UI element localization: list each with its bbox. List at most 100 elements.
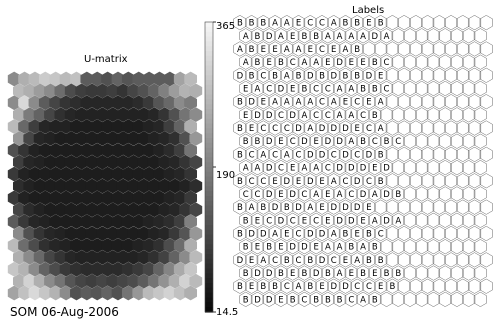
colorbar-segment — [205, 84, 213, 91]
labels-cell — [245, 41, 259, 57]
umatrix-cell — [111, 261, 125, 277]
cell-label: A — [301, 111, 307, 121]
labels-cell — [444, 252, 458, 268]
umatrix-cell — [173, 166, 187, 182]
cell-label: B — [384, 137, 390, 147]
cell-label: C — [366, 177, 372, 187]
cell-label: D — [366, 150, 373, 160]
umatrix-cell — [80, 214, 94, 230]
labels-cell — [462, 80, 476, 97]
labels-cell — [432, 120, 446, 136]
labels-cell — [432, 15, 446, 31]
labels-cell — [467, 120, 482, 136]
labels-cell — [379, 133, 394, 149]
labels-cell — [421, 146, 435, 162]
umatrix-cell — [96, 178, 109, 194]
labels-cell — [280, 225, 294, 242]
labels-cell — [456, 94, 470, 110]
cell-label: C — [290, 58, 296, 68]
labels-cell — [462, 212, 476, 228]
umatrix-cell — [132, 261, 146, 277]
umatrix-cell — [23, 131, 37, 146]
cell-label: A — [378, 98, 384, 108]
cell-label: D — [301, 137, 308, 147]
cell-label: C — [249, 177, 255, 187]
labels-cell — [473, 107, 487, 123]
labels-cell — [250, 133, 265, 149]
colorbar-segment — [205, 60, 213, 67]
cell-label: E — [343, 256, 348, 266]
cell-label: C — [354, 282, 360, 292]
cell-label: E — [278, 190, 283, 200]
umatrix-cell — [96, 249, 109, 265]
umatrix-cell — [163, 166, 177, 182]
cell-label: A — [284, 150, 290, 160]
labels-cell — [239, 291, 253, 307]
umatrix-cell — [28, 238, 42, 253]
umatrix-cell — [54, 226, 68, 241]
labels-cell — [438, 160, 452, 176]
labels-cell — [256, 67, 270, 83]
labels-cell — [362, 94, 376, 110]
umatrix-cell — [173, 285, 187, 301]
umatrix-cell — [59, 119, 73, 134]
umatrix-cell — [80, 285, 94, 301]
labels-cell — [274, 212, 288, 228]
cell-label: D — [237, 71, 244, 81]
umatrix-cell — [127, 226, 140, 241]
labels-cell — [262, 212, 276, 228]
cell-label: A — [284, 19, 290, 29]
labels-cell — [262, 28, 276, 44]
labels-cell — [262, 133, 276, 149]
cell-label: E — [290, 269, 295, 279]
labels-cell — [356, 80, 370, 97]
labels-cell — [374, 15, 388, 31]
labels-cell — [350, 225, 364, 242]
umatrix-cell — [44, 178, 57, 194]
cell-label: A — [296, 98, 302, 108]
cell-label: A — [384, 32, 390, 42]
labels-cell — [274, 80, 288, 97]
cell-label: D — [254, 295, 261, 305]
umatrix-cell — [163, 285, 177, 301]
umatrix-cell — [184, 95, 198, 111]
colorbar-segment — [205, 191, 213, 197]
umatrix-cell — [33, 202, 47, 218]
labels-cell — [362, 67, 376, 83]
cell-label: B — [255, 58, 261, 68]
cell-label: D — [295, 124, 302, 134]
umatrix-cell — [85, 202, 99, 218]
cell-label: D — [342, 150, 349, 160]
labels-cell — [333, 80, 347, 97]
umatrix-cell — [184, 238, 198, 253]
labels-cell — [421, 67, 435, 83]
cell-label: E — [325, 58, 330, 68]
labels-cell — [385, 146, 399, 162]
labels-cell — [262, 291, 276, 307]
labels-cell — [426, 160, 441, 176]
cell-label: D — [354, 203, 361, 213]
labels-cell — [303, 94, 317, 110]
cell-label: B — [313, 295, 319, 305]
labels-cell — [362, 41, 376, 57]
umatrix-cell — [28, 166, 42, 182]
labels-cell — [444, 199, 458, 215]
labels-cell — [291, 173, 306, 189]
umatrix-cell — [64, 178, 78, 194]
umatrix-cell — [147, 202, 161, 218]
cell-label: A — [301, 164, 307, 174]
umatrix-cell — [18, 71, 31, 87]
cell-label: E — [290, 85, 295, 95]
colorbar-segment — [205, 186, 213, 192]
cell-label: C — [272, 150, 278, 160]
labels-cell — [462, 265, 476, 281]
labels-cell — [467, 199, 482, 215]
labels-cell — [239, 265, 253, 281]
labels-cell — [467, 173, 482, 189]
colorbar-segment — [205, 215, 213, 221]
umatrix-cell — [153, 261, 166, 277]
umatrix-cell — [70, 214, 83, 230]
umatrix-cell — [101, 166, 114, 182]
labels-cell — [250, 160, 265, 176]
umatrix-cell — [168, 83, 182, 99]
